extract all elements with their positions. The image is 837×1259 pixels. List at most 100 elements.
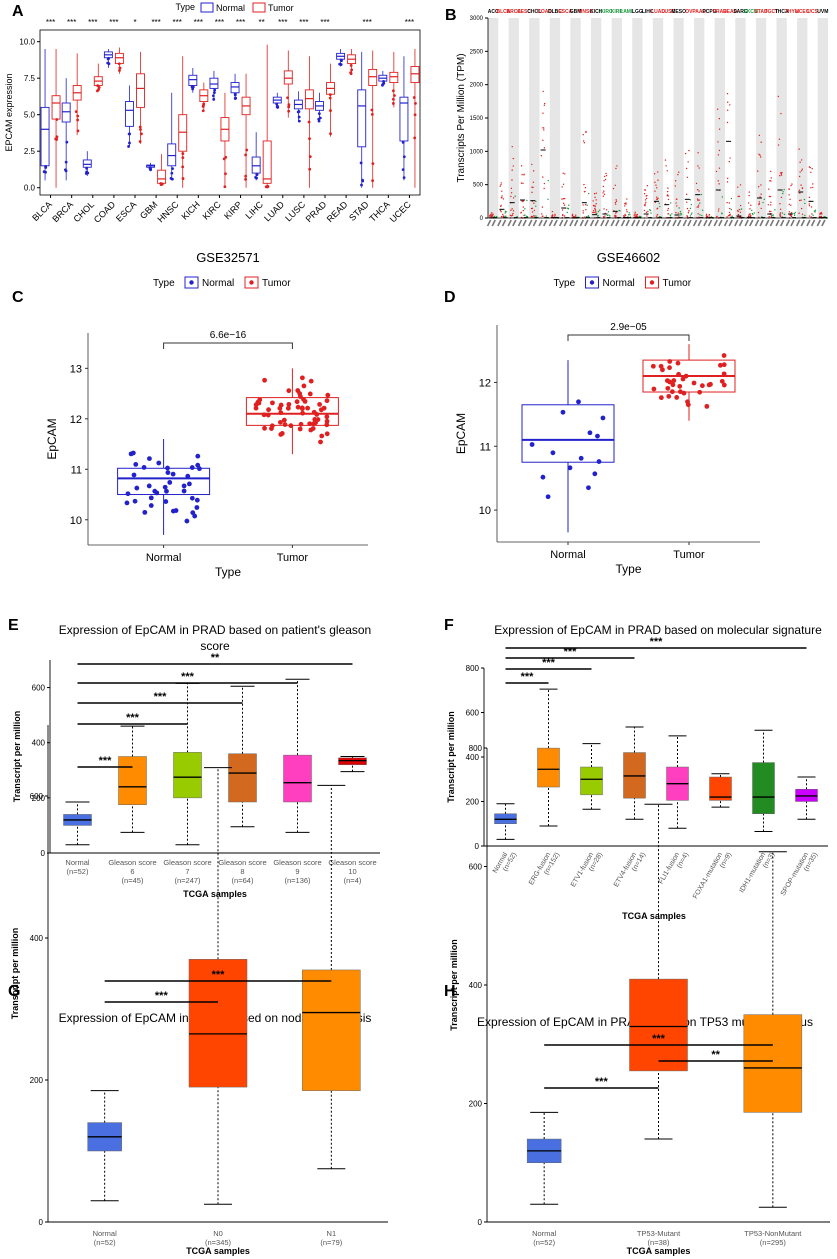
tumor-point <box>615 200 618 203</box>
tumor-point <box>510 195 512 198</box>
normal-point <box>691 212 693 214</box>
significance-mark: *** <box>363 18 372 27</box>
tumor-point <box>684 152 687 155</box>
x-axis-label: TCGA samples <box>622 911 686 921</box>
y-tick-label: 10 <box>70 515 82 527</box>
tumor-point <box>294 399 300 405</box>
significance-mark: *** <box>67 18 76 27</box>
tumor-point <box>531 191 533 194</box>
tumor-point <box>500 210 502 213</box>
tumor-point <box>501 197 503 199</box>
y-tick-label: 12 <box>479 377 491 389</box>
x-tick-count: (n=52) <box>67 867 89 876</box>
tumor-point <box>727 101 729 103</box>
normal-outlier <box>85 166 89 170</box>
tumor-point <box>657 197 659 200</box>
normal-point <box>587 430 593 436</box>
tumor-point <box>819 213 821 215</box>
panel-f: F Expression of EpCAM in PRAD based on mo… <box>444 617 828 921</box>
x-tick-label <box>528 219 533 227</box>
tumor-outlier <box>413 136 417 140</box>
tumor-outlier <box>329 132 332 136</box>
x-tick-label <box>759 219 764 227</box>
significance-mark: *** <box>109 18 118 27</box>
tumor-point <box>270 400 275 406</box>
normal-point <box>595 433 600 439</box>
tumor-point <box>602 185 605 188</box>
normal-point <box>170 508 176 514</box>
tumor-point <box>490 213 492 215</box>
tumor-point <box>301 396 306 402</box>
tumor-point <box>697 165 699 167</box>
tumor-point <box>623 214 625 217</box>
tumor-point <box>748 194 750 197</box>
y-axis-label: EPCAM expression <box>4 73 14 151</box>
normal-point <box>526 199 528 202</box>
x-tick-label: KIRP <box>222 199 244 221</box>
box <box>580 766 603 796</box>
tumor-point <box>624 214 627 217</box>
tumor-point <box>605 209 608 211</box>
y-tick-label: 200 <box>32 794 46 803</box>
tumor-point <box>757 170 759 172</box>
tumor-point <box>656 214 659 216</box>
cancer-type-label: PAAD <box>692 9 706 15</box>
normal-point <box>804 202 806 205</box>
normal-point <box>529 442 535 447</box>
tumor-point <box>595 192 597 194</box>
tumor-point <box>502 198 505 200</box>
tumor-point <box>645 195 647 197</box>
x-tick-label: Tumor <box>277 552 309 564</box>
tumor-point <box>262 425 267 431</box>
normal-point <box>147 456 152 462</box>
tumor-point <box>666 170 669 172</box>
normal-outlier <box>233 92 237 96</box>
tumor-point <box>727 215 730 217</box>
x-tick-count: (n=4) <box>344 876 362 885</box>
tumor-point <box>688 149 690 152</box>
tumor-point <box>595 203 597 205</box>
x-tick-label-number: 6 <box>130 867 134 876</box>
x-tick-label: TP53-NonMutant <box>744 1229 802 1238</box>
normal-point <box>192 513 198 519</box>
tumor-point <box>563 204 566 206</box>
x-tick-label <box>738 219 744 227</box>
normal-box <box>167 143 177 167</box>
tumor-point <box>633 214 635 216</box>
normal-point <box>730 208 733 211</box>
normal-point <box>152 488 158 494</box>
x-tick-label <box>491 219 496 227</box>
y-axis-label: Transcript per million <box>10 928 20 1020</box>
tumor-point <box>502 215 505 217</box>
tumor-outlier <box>265 185 269 189</box>
normal-point <box>194 505 200 510</box>
cancer-type-label: GBM <box>570 9 582 15</box>
panel-title: Expression of EpCAM in PRAD based on pat… <box>59 623 371 637</box>
x-tick-label <box>723 219 729 227</box>
tumor-point <box>575 214 577 216</box>
tumor-point <box>594 196 596 199</box>
normal-point <box>598 209 601 211</box>
x-tick-label <box>800 219 806 227</box>
significance-label: ** <box>711 1049 720 1061</box>
x-tick-label <box>558 219 564 227</box>
significance-label: *** <box>154 691 168 703</box>
tumor-point <box>500 205 502 207</box>
tumor-point <box>286 401 292 407</box>
tumor-point <box>808 215 811 217</box>
x-tick-label <box>676 219 682 227</box>
box <box>283 754 312 803</box>
tumor-point <box>282 422 288 427</box>
tumor-point <box>644 199 647 201</box>
x-tick-label <box>775 219 780 227</box>
tumor-point <box>717 180 719 182</box>
cancer-type-label: KICH <box>590 9 603 15</box>
normal-point <box>496 215 498 218</box>
panel-letter: F <box>444 617 454 634</box>
tumor-point <box>501 195 503 197</box>
tumor-point <box>749 215 752 218</box>
tumor-point <box>674 395 680 400</box>
normal-point <box>609 215 611 217</box>
normal-point <box>751 212 754 215</box>
x-tick-label: FOXA1-mutation <box>692 851 724 900</box>
